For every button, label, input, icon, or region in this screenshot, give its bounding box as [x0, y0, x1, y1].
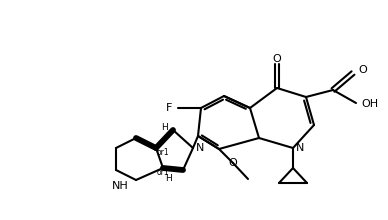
Text: or1: or1 [157, 167, 170, 176]
Text: H: H [162, 123, 168, 132]
Text: O: O [358, 65, 367, 75]
Text: N: N [296, 143, 304, 153]
Text: or1: or1 [157, 147, 170, 156]
Text: O: O [229, 158, 237, 168]
Text: N: N [196, 143, 204, 153]
Text: OH: OH [361, 99, 378, 109]
Text: NH: NH [112, 181, 128, 191]
Text: H: H [165, 174, 171, 183]
Text: O: O [273, 54, 281, 64]
Text: F: F [166, 103, 172, 113]
